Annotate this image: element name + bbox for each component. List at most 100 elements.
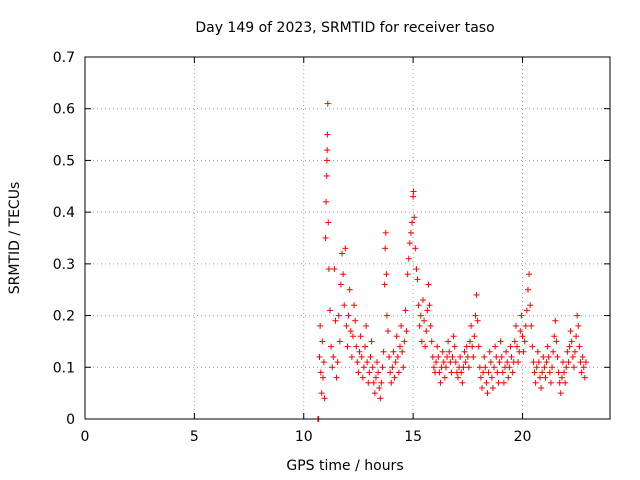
data-point xyxy=(355,369,362,376)
data-point xyxy=(576,343,583,350)
data-point xyxy=(506,364,513,371)
data-point xyxy=(427,322,434,329)
data-point xyxy=(419,297,426,304)
data-point xyxy=(404,271,411,278)
data-point xyxy=(454,374,461,381)
data-point xyxy=(392,359,399,366)
data-point xyxy=(541,364,548,371)
data-point xyxy=(410,193,417,200)
data-point xyxy=(575,322,582,329)
data-point xyxy=(448,369,455,376)
data-point xyxy=(429,353,436,360)
data-point xyxy=(467,338,473,345)
data-point xyxy=(504,359,511,366)
data-point xyxy=(485,369,492,376)
data-point xyxy=(447,359,454,366)
data-point xyxy=(471,333,478,340)
data-point xyxy=(469,343,476,350)
data-point xyxy=(317,322,324,329)
data-point xyxy=(523,307,530,314)
data-point xyxy=(468,322,475,329)
data-point xyxy=(562,379,569,386)
data-point xyxy=(412,245,419,252)
data-point xyxy=(393,333,400,340)
data-point xyxy=(437,379,444,386)
data-point xyxy=(475,343,482,350)
data-point xyxy=(430,364,437,371)
data-point xyxy=(476,364,483,371)
data-point xyxy=(383,271,390,278)
data-point xyxy=(356,348,363,355)
data-point xyxy=(327,307,333,314)
data-point xyxy=(564,348,571,355)
data-point xyxy=(534,348,541,355)
data-point xyxy=(474,317,481,324)
x-tick-label: 15 xyxy=(404,429,422,445)
data-point xyxy=(362,343,368,350)
data-point xyxy=(573,333,580,340)
y-tick-label: 0.2 xyxy=(53,309,75,325)
data-point xyxy=(422,343,429,350)
data-point xyxy=(389,364,396,371)
data-point xyxy=(391,374,398,381)
chart-title: Day 149 of 2023, SRMTID for receiver tas… xyxy=(195,20,494,36)
data-point xyxy=(489,384,496,391)
y-tick-label: 0.6 xyxy=(53,102,75,118)
data-point xyxy=(378,379,385,386)
data-point xyxy=(328,343,335,350)
data-point xyxy=(539,369,546,376)
data-point xyxy=(425,281,432,288)
data-point xyxy=(496,359,503,366)
data-point xyxy=(503,348,510,355)
data-point xyxy=(519,333,526,340)
data-point xyxy=(531,369,538,376)
data-point xyxy=(461,348,468,355)
data-point xyxy=(381,281,388,288)
data-point xyxy=(325,266,332,273)
data-point xyxy=(324,100,331,107)
data-point xyxy=(552,317,559,324)
data-point xyxy=(473,291,480,298)
data-point xyxy=(383,312,390,319)
data-point xyxy=(458,369,465,376)
data-point xyxy=(500,379,507,386)
data-point xyxy=(360,364,367,371)
data-point xyxy=(441,374,448,381)
data-point xyxy=(347,328,354,335)
data-point xyxy=(321,395,328,402)
data-point xyxy=(417,312,424,319)
data-point xyxy=(375,369,382,376)
data-point xyxy=(498,353,505,360)
data-point xyxy=(561,369,568,376)
data-point xyxy=(493,353,500,360)
data-point xyxy=(399,348,406,355)
data-point xyxy=(543,359,550,366)
data-point xyxy=(568,338,575,345)
data-point xyxy=(418,338,425,345)
data-point xyxy=(332,317,339,324)
data-point xyxy=(384,328,391,335)
data-point xyxy=(545,353,552,360)
data-point xyxy=(337,281,344,288)
data-point xyxy=(558,374,565,381)
data-point xyxy=(344,343,351,350)
data-point xyxy=(532,379,539,386)
data-point xyxy=(497,338,504,345)
data-point xyxy=(339,250,346,257)
data-point xyxy=(386,353,393,360)
y-axis-label: SRMTID / TECUs xyxy=(7,182,23,295)
data-point xyxy=(526,271,533,278)
data-point xyxy=(390,348,397,355)
plot-frame xyxy=(84,56,611,420)
data-point xyxy=(349,333,356,340)
data-points xyxy=(314,100,589,422)
data-point xyxy=(342,245,349,252)
data-point xyxy=(354,359,361,366)
data-point xyxy=(376,384,383,391)
data-point xyxy=(452,359,459,366)
data-point xyxy=(322,235,329,241)
data-point xyxy=(409,219,416,226)
data-point xyxy=(544,343,551,350)
data-point xyxy=(366,369,373,376)
data-point xyxy=(346,286,353,293)
